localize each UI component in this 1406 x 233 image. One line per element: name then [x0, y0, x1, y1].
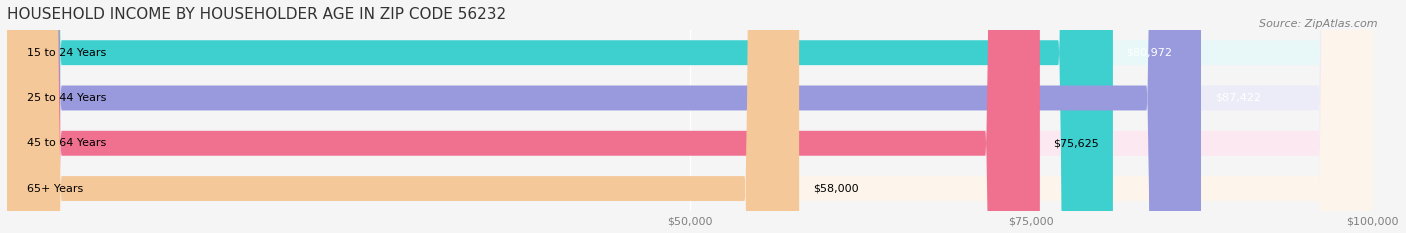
- FancyBboxPatch shape: [7, 0, 1040, 233]
- Text: $87,422: $87,422: [1215, 93, 1261, 103]
- Text: Source: ZipAtlas.com: Source: ZipAtlas.com: [1260, 19, 1378, 29]
- FancyBboxPatch shape: [7, 0, 799, 233]
- FancyBboxPatch shape: [7, 0, 1114, 233]
- FancyBboxPatch shape: [7, 0, 1372, 233]
- Text: $75,625: $75,625: [1053, 138, 1099, 148]
- Text: 65+ Years: 65+ Years: [28, 184, 84, 194]
- FancyBboxPatch shape: [7, 0, 1372, 233]
- Text: $58,000: $58,000: [813, 184, 859, 194]
- FancyBboxPatch shape: [7, 0, 1201, 233]
- FancyBboxPatch shape: [7, 0, 1372, 233]
- Text: $80,972: $80,972: [1126, 48, 1173, 58]
- Text: 15 to 24 Years: 15 to 24 Years: [28, 48, 107, 58]
- Text: HOUSEHOLD INCOME BY HOUSEHOLDER AGE IN ZIP CODE 56232: HOUSEHOLD INCOME BY HOUSEHOLDER AGE IN Z…: [7, 7, 506, 22]
- Text: 25 to 44 Years: 25 to 44 Years: [28, 93, 107, 103]
- Text: 45 to 64 Years: 45 to 64 Years: [28, 138, 107, 148]
- FancyBboxPatch shape: [7, 0, 1372, 233]
